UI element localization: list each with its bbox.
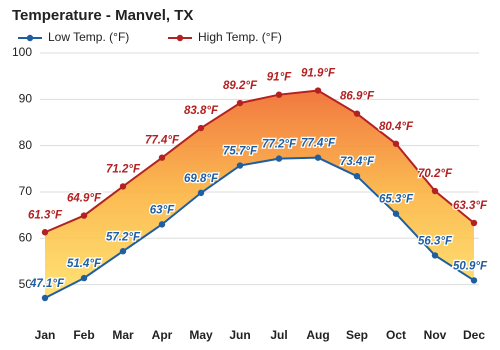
point: [392, 140, 400, 147]
point: [197, 124, 205, 132]
value-label: 91°F: [267, 72, 292, 84]
y-tick-label: 70: [19, 184, 33, 198]
value-label: 80.4°F: [379, 121, 414, 133]
value-label: 73.4°F: [340, 156, 375, 168]
x-tick-label: May: [189, 328, 213, 342]
x-tick-label: Mar: [112, 328, 134, 342]
point: [470, 277, 478, 284]
value-label: 61.3°F: [28, 209, 63, 221]
point: [392, 210, 400, 217]
series-line: [44, 156, 475, 299]
x-tick-label: Dec: [463, 328, 485, 342]
y-tick-label: 100: [12, 45, 32, 59]
point: [41, 294, 49, 302]
value-label: 64.9°F: [67, 193, 102, 205]
legend-label: High Temp. (°F): [198, 30, 282, 44]
value-label: 51.4°F: [67, 258, 102, 270]
temperature-band: [45, 90, 474, 299]
value-label: 75.7°F: [223, 146, 258, 158]
point: [431, 252, 439, 259]
value-label: 70.2°F: [418, 168, 453, 180]
value-label: 50.9°F: [453, 260, 488, 272]
value-label: 47.1°F: [29, 278, 65, 290]
x-tick-label: Jun: [229, 328, 250, 342]
y-tick-label: 60: [19, 230, 33, 244]
x-tick-label: Apr: [152, 328, 173, 342]
x-tick-label: Feb: [73, 328, 94, 342]
x-tick-label: Jan: [35, 328, 56, 342]
value-label: 86.9°F: [340, 91, 375, 103]
point: [275, 155, 283, 162]
point: [275, 91, 283, 98]
x-tick-label: Aug: [306, 328, 329, 342]
point: [119, 248, 127, 255]
value-label: 71.2°F: [106, 163, 141, 175]
series-line: [44, 89, 475, 234]
value-label: 89.2°F: [223, 80, 258, 92]
point: [353, 110, 361, 117]
value-label: 69.8°F: [184, 173, 219, 185]
value-label: 63°F: [150, 204, 175, 216]
x-tick-label: Sep: [346, 328, 368, 342]
chart-title: Temperature - Manvel, TX: [12, 7, 193, 24]
value-label: 91.9°F: [301, 68, 336, 80]
point: [197, 189, 205, 197]
y-tick-label: 80: [19, 138, 33, 152]
x-tick-label: Oct: [386, 328, 406, 342]
legend-marker: [176, 34, 184, 42]
value-label: 77.2°F: [262, 139, 297, 151]
point: [431, 187, 439, 195]
value-label: 83.8°F: [184, 105, 219, 117]
x-tick-label: Jul: [270, 328, 287, 342]
point: [236, 99, 244, 107]
legend-label: Low Temp. (°F): [48, 30, 129, 44]
point: [158, 221, 166, 228]
legend-marker: [26, 34, 34, 42]
value-label: 77.4°F: [301, 138, 336, 150]
value-label: 56.3°F: [418, 235, 453, 247]
point: [314, 87, 322, 94]
point: [41, 229, 49, 236]
point: [470, 219, 478, 227]
x-tick-label: Nov: [424, 328, 447, 342]
y-tick-label: 90: [19, 91, 33, 105]
point: [80, 212, 88, 219]
point: [353, 173, 361, 180]
value-label: 63.3°F: [453, 200, 488, 212]
point: [158, 154, 166, 161]
point: [314, 154, 322, 161]
value-label: 77.4°F: [145, 135, 180, 147]
value-label: 65.3°F: [379, 194, 414, 206]
point: [80, 274, 88, 282]
point: [236, 162, 244, 169]
value-label: 57.2°F: [106, 231, 141, 243]
point: [119, 183, 127, 190]
y-tick-label: 50: [19, 277, 33, 291]
